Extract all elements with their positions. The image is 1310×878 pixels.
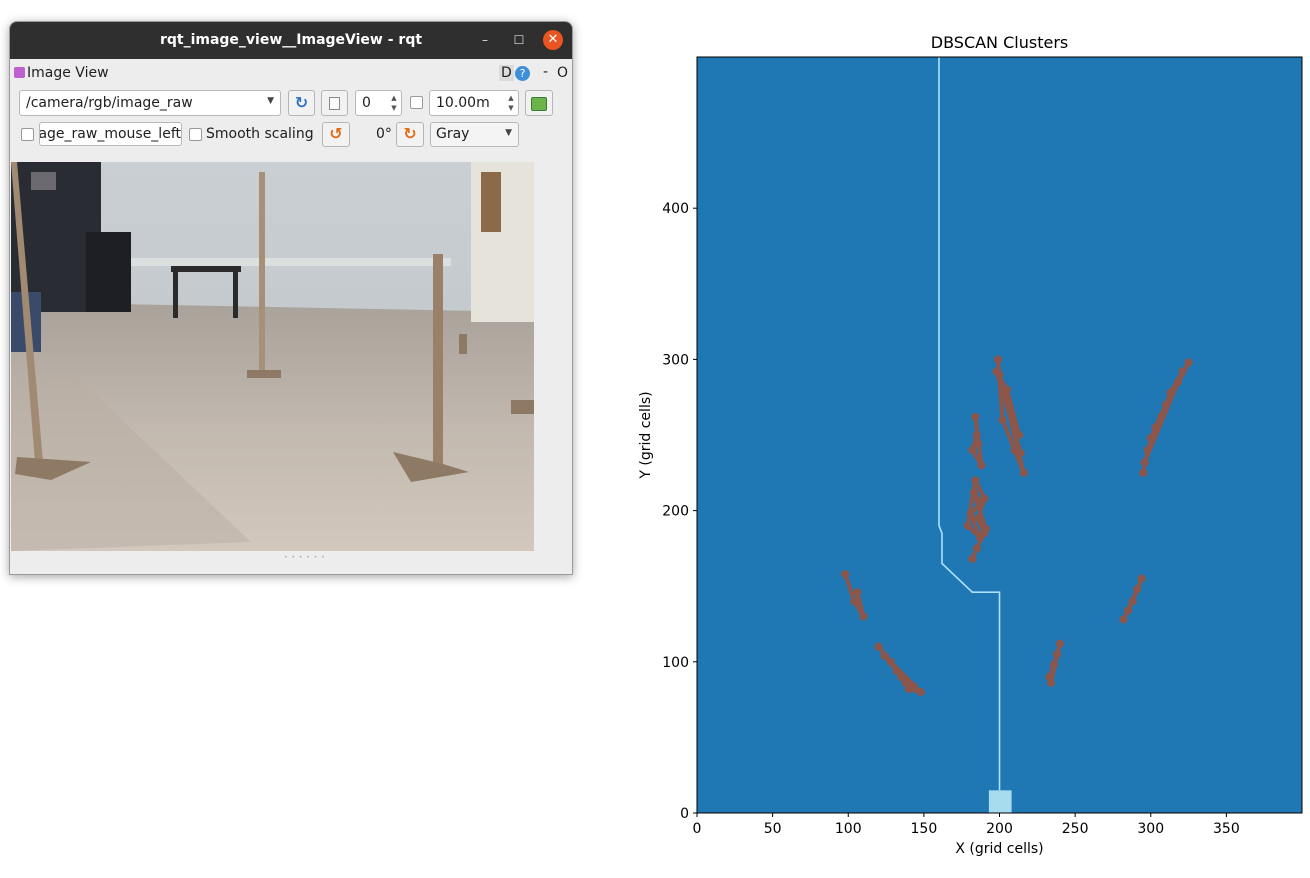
dock-title: Image View: [27, 65, 109, 81]
chart-layer: 0 50 100 150 200 250 300 350 0 100 200 300 400 DBSCAN…: [638, 33, 1303, 857]
cluster-point: [974, 531, 987, 551]
cluster-point: [843, 572, 857, 604]
spin-down-icon[interactable]: ▼: [508, 104, 514, 112]
rate-enable-checkbox[interactable]: [410, 96, 423, 109]
mouse-topic-value: /camera/rgb/image_raw_mouse_left: [39, 126, 181, 142]
planned-path: [938, 57, 1001, 791]
resize-grip[interactable]: • • • • • •: [284, 554, 326, 561]
y-tick-label: 100: [662, 655, 689, 671]
rotation-label: 0°: [376, 126, 392, 142]
cluster-point: [1000, 417, 1017, 453]
cluster-point: [1142, 369, 1185, 465]
image-view-icon: [14, 67, 25, 78]
x-tick-label: 200: [986, 821, 1013, 837]
cluster-point: [965, 478, 978, 528]
refresh-topics-button[interactable]: ↻: [288, 90, 315, 116]
cluster-point: [1126, 587, 1140, 613]
publish-icon: [329, 97, 340, 110]
smooth-scaling-checkbox[interactable]: [189, 128, 202, 141]
x-axis-label: X (grid cells): [955, 841, 1043, 857]
cluster-point: [894, 668, 908, 685]
chart-title: DBSCAN Clusters: [931, 33, 1068, 52]
rate-value: 10.00m: [436, 95, 490, 111]
cluster-point: [973, 414, 981, 447]
save-image-icon: [531, 97, 547, 111]
topic-value: /camera/rgb/image_raw: [26, 95, 193, 111]
spin-down-icon[interactable]: ▼: [391, 104, 397, 112]
x-tick-label: 50: [764, 821, 782, 837]
topic-dropdown[interactable]: /camera/rgb/image_raw ▼: [19, 90, 281, 116]
rotate-left-button[interactable]: ↺: [322, 122, 350, 147]
color-scheme-dropdown[interactable]: Gray ▼: [430, 122, 519, 147]
chevron-down-icon: ▼: [267, 96, 274, 106]
spin-up-icon[interactable]: ▲: [391, 94, 397, 102]
smooth-scaling-label: Smooth scaling: [206, 126, 314, 142]
x-tick-label: 100: [835, 821, 862, 837]
cluster-point: [1159, 390, 1173, 419]
dock-d-button[interactable]: D: [499, 65, 514, 81]
rqt-window: rqt_image_view__ImageView - rqt – ☐ ✕ Im…: [9, 21, 573, 575]
cluster-point: [882, 653, 899, 673]
dock-close-button[interactable]: O: [557, 65, 569, 81]
y-tick-label: 400: [662, 201, 689, 217]
save-image-button[interactable]: [525, 90, 553, 116]
help-icon[interactable]: ?: [515, 66, 530, 81]
spin-up-icon[interactable]: ▲: [508, 94, 514, 102]
publish-button[interactable]: [321, 90, 348, 116]
cluster-point: [971, 490, 988, 531]
x-tick-label: 350: [1213, 821, 1240, 837]
cluster-point: [994, 369, 1023, 456]
cluster-point: [1048, 652, 1059, 685]
cluster-point: [855, 590, 866, 619]
x-tick-label: 250: [1062, 821, 1089, 837]
minimize-button[interactable]: –: [482, 33, 488, 47]
dock-titlebar: Image View D ? - O: [10, 59, 572, 85]
close-button[interactable]: ✕: [543, 30, 563, 50]
cluster-point: [1005, 387, 1022, 437]
x-tick-label: 150: [911, 821, 938, 837]
robot-footprint: [988, 790, 1012, 813]
mouse-publish-checkbox[interactable]: [21, 128, 34, 141]
cluster-point: [976, 516, 987, 536]
window-titlebar[interactable]: rqt_image_view__ImageView - rqt – ☐ ✕: [10, 22, 572, 59]
y-tick-label: 0: [680, 806, 689, 822]
camera-image[interactable]: [11, 162, 534, 551]
cluster-point: [903, 680, 916, 688]
window-title: rqt_image_view__ImageView - rqt: [159, 32, 423, 48]
chevron-down-icon: ▼: [505, 128, 512, 138]
number-value: 0: [362, 95, 371, 111]
maximize-button[interactable]: ☐: [513, 33, 525, 47]
y-tick-label: 200: [662, 504, 689, 520]
mouse-topic-input[interactable]: /camera/rgb/image_raw_mouse_left: [39, 122, 182, 146]
x-tick-label: 0: [693, 821, 702, 837]
cluster-point: [968, 511, 982, 540]
x-tick-label: 300: [1137, 821, 1164, 837]
cluster-point: [1148, 414, 1164, 441]
y-tick-label: 300: [662, 352, 689, 368]
camera-image-render: [11, 162, 534, 551]
rate-spinbox[interactable]: 10.00m ▲ ▼: [429, 90, 519, 116]
number-spinbox[interactable]: 0 ▲ ▼: [355, 90, 402, 116]
color-scheme-value: Gray: [436, 126, 470, 142]
y-axis-label: Y (grid cells): [638, 391, 654, 479]
rotate-right-button[interactable]: ↻: [396, 122, 424, 147]
dock-minimize-button[interactable]: -: [543, 64, 549, 80]
